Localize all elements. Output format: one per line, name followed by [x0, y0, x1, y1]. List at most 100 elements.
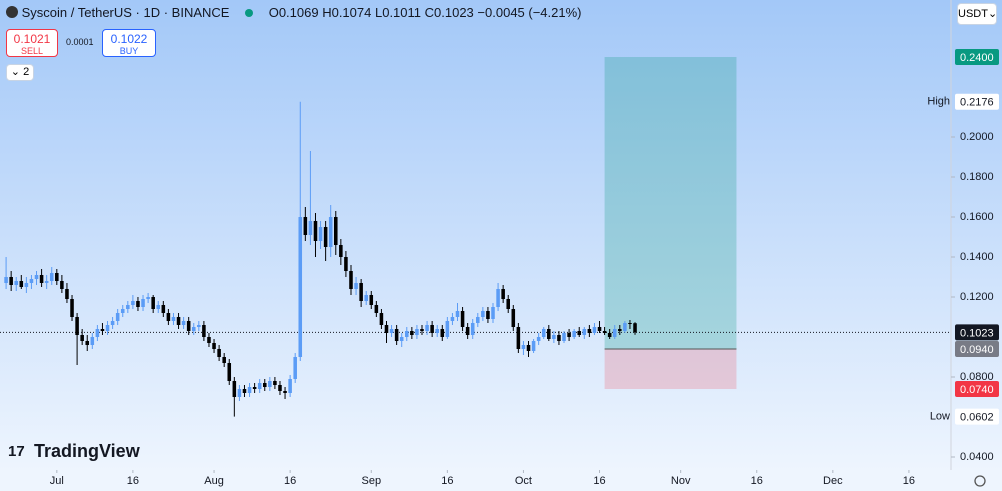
y-tick-label: 0.1400 — [960, 251, 994, 263]
sell-button[interactable]: 0.1021 SELL — [6, 29, 58, 57]
candle-body — [186, 321, 191, 331]
candle — [65, 283, 69, 303]
candle — [95, 325, 100, 341]
candle — [521, 341, 526, 355]
candle — [399, 333, 404, 347]
candle — [146, 293, 150, 303]
candle — [405, 327, 409, 341]
candle-body — [333, 217, 338, 245]
candle-body — [34, 275, 39, 279]
candle-body — [298, 217, 303, 357]
x-tick-label: Sep — [361, 475, 381, 487]
x-tick-label: 16 — [441, 475, 453, 487]
candle — [531, 339, 536, 353]
x-tick-label: Dec — [823, 475, 843, 487]
candle-body — [318, 227, 323, 241]
candle-body — [273, 381, 277, 385]
candle — [450, 313, 455, 325]
candle-body — [100, 329, 105, 331]
candle-body — [526, 345, 531, 351]
candle-body — [628, 323, 632, 324]
settings-icon[interactable] — [974, 475, 986, 487]
currency-select[interactable]: USDT⌄ — [957, 3, 997, 25]
candle-body — [374, 305, 379, 313]
candle — [278, 381, 282, 395]
candle — [171, 313, 176, 325]
candle-body — [14, 281, 19, 285]
candle — [481, 307, 485, 321]
x-tick-label: Aug — [204, 475, 224, 487]
candle-body — [567, 333, 571, 337]
candle — [80, 329, 84, 345]
candle — [191, 323, 196, 335]
indicator-toggle[interactable]: ⌄ 2 — [6, 64, 34, 81]
candle-body — [49, 273, 54, 281]
candle-body — [516, 327, 521, 349]
logo-mark: 17 — [8, 443, 25, 460]
candle-body — [455, 311, 460, 317]
candle-body — [430, 325, 434, 333]
candle-body — [85, 341, 90, 345]
candle — [344, 251, 348, 277]
candle — [55, 269, 59, 285]
candle — [19, 275, 24, 289]
candle-body — [384, 325, 389, 333]
candle-body — [262, 383, 267, 387]
x-tick-label: 16 — [127, 475, 139, 487]
stop-label: 0.0740 — [960, 384, 994, 396]
candle-body — [268, 381, 272, 387]
candle — [181, 317, 186, 329]
symbol[interactable]: Syscoin / TetherUS · 1D · BINANCE — [21, 5, 230, 20]
candle — [445, 317, 450, 339]
candle-body — [252, 387, 257, 389]
candle — [232, 377, 237, 417]
candle-body — [399, 337, 404, 341]
candle — [166, 309, 171, 325]
candle — [222, 353, 226, 367]
candle-body — [633, 323, 637, 333]
candle — [506, 295, 510, 313]
ohlc-change: −0.0045 (−4.21%) — [477, 5, 582, 20]
target-label: 0.2400 — [960, 52, 994, 64]
stop-tag — [955, 381, 999, 397]
candle — [136, 297, 140, 311]
candle — [369, 291, 374, 309]
candle — [430, 321, 434, 337]
candle — [85, 335, 90, 351]
candle — [161, 301, 166, 317]
candle-body — [496, 289, 500, 307]
candle-body — [283, 391, 287, 393]
candle — [60, 275, 64, 293]
candle-body — [450, 317, 455, 321]
candle — [612, 325, 617, 339]
candle — [455, 303, 460, 321]
candle-body — [410, 331, 414, 335]
candle-body — [197, 325, 201, 327]
status-dot — [245, 9, 254, 17]
candle — [227, 359, 232, 385]
candle — [557, 331, 561, 345]
candle-body — [60, 281, 64, 289]
buy-button[interactable]: 0.1022 BUY — [102, 29, 156, 57]
candle — [572, 329, 576, 339]
candle — [364, 291, 368, 305]
candle — [247, 383, 252, 397]
ohlc-high: H0.1074 — [322, 5, 372, 20]
candle — [242, 385, 247, 397]
candle-body — [460, 311, 465, 327]
candle — [39, 269, 44, 287]
candle-body — [577, 331, 582, 335]
candle — [44, 275, 49, 289]
candle-body — [202, 325, 206, 337]
entry-label: 0.0940 — [960, 344, 994, 356]
candle-body — [476, 317, 480, 323]
buy-label: BUY — [119, 46, 139, 56]
x-tick-label: Jul — [50, 475, 64, 487]
candle-body — [511, 309, 516, 327]
candle-body — [156, 305, 161, 309]
candle-body — [65, 289, 69, 299]
candle-body — [288, 379, 292, 393]
candle — [49, 267, 54, 285]
sell-label: SELL — [20, 46, 44, 56]
